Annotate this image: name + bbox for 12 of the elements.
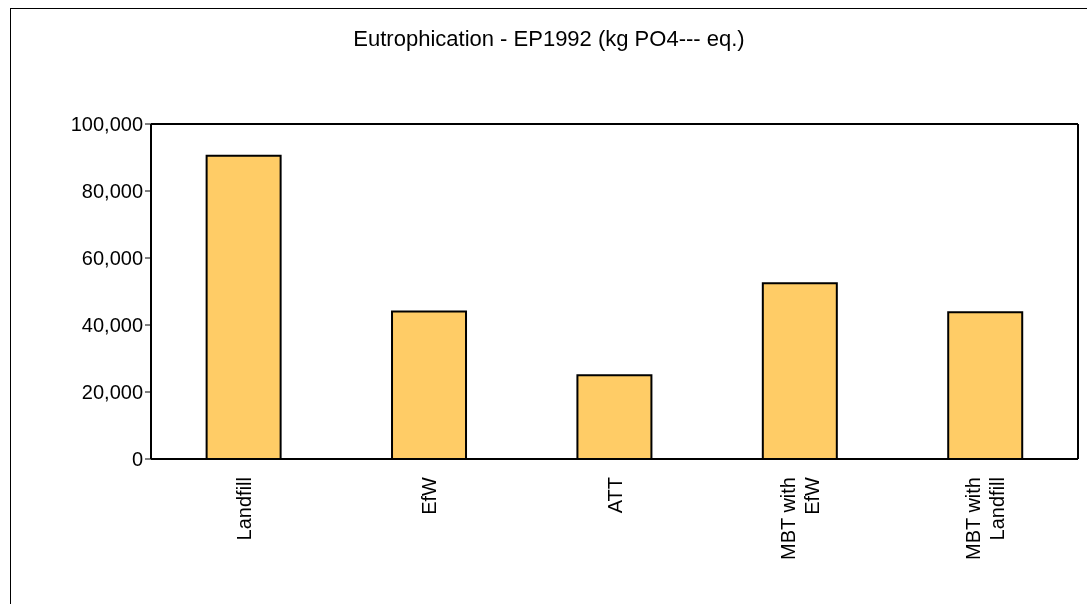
- y-tick-label: 40,000: [81, 314, 143, 337]
- y-tick-label: 0: [131, 448, 143, 471]
- y-tick-label: 20,000: [81, 381, 143, 404]
- x-tick-label: Landfill: [232, 477, 255, 541]
- y-tick-label: 100,000: [70, 113, 143, 136]
- x-tick-label: MBT with EfW: [776, 476, 823, 560]
- chart-title: Eutrophication - EP1992 (kg PO4--- eq.): [352, 25, 746, 53]
- y-tick-label: 80,000: [81, 180, 143, 203]
- x-tick-label: ATT: [603, 477, 626, 514]
- x-tick-label: EfW: [418, 476, 441, 515]
- x-tick-label: MBT with Landfill: [962, 477, 1009, 560]
- y-tick-label: 60,000: [81, 247, 143, 270]
